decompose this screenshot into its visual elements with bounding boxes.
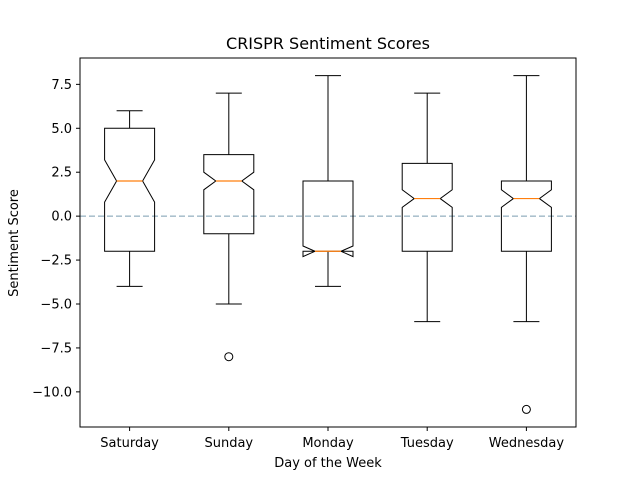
outlier-sunday-0 [224, 352, 234, 362]
y-tick-label: 5.0 [51, 122, 72, 137]
y-tick-label: 2.5 [51, 166, 72, 181]
y-tick-label: −10.0 [32, 385, 72, 400]
plot-area: −10.0 −7.5 −5.0 −2.5 0.0 2.5 5.0 7.5 Saturday Sun… [32, 57, 577, 451]
x-tick-label-tuesday: Tuesday [400, 436, 454, 451]
outlier-wednesday-0 [521, 404, 531, 414]
x-tick-label-wednesday: Wednesday [489, 436, 565, 451]
x-tick-label-saturday: Saturday [100, 436, 159, 451]
y-tick-label: 0.0 [51, 210, 72, 225]
y-axis-label: Sentiment Score [7, 189, 22, 297]
y-tick-label: −7.5 [40, 341, 72, 356]
box-saturday [104, 127, 156, 252]
chart-title: CRISPR Sentiment Scores [226, 34, 430, 53]
box-monday [302, 180, 354, 258]
x-axis-label: Day of the Week [274, 456, 382, 471]
box-wednesday [500, 180, 552, 252]
x-tick-label-monday: Monday [302, 436, 354, 451]
box-tuesday [401, 162, 453, 252]
y-tick-label: −2.5 [40, 254, 72, 269]
x-tick-label-sunday: Sunday [204, 436, 253, 451]
box-sunday [203, 154, 255, 235]
y-tick-label: −5.0 [40, 298, 72, 313]
y-tick-label: 7.5 [51, 78, 72, 93]
